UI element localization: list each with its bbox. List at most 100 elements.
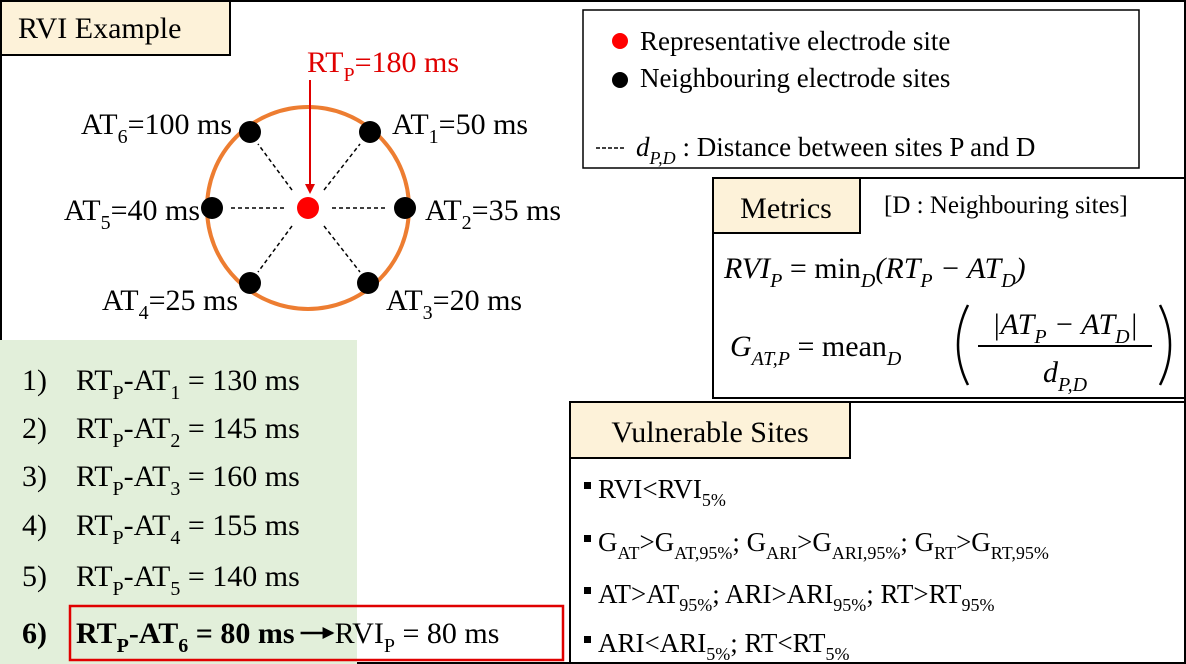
subscript: D xyxy=(860,270,876,292)
legend-label: Representative electrode site xyxy=(640,26,950,56)
subscript: 2 xyxy=(170,430,180,452)
site-label: AT2=35 ms xyxy=(425,194,561,234)
result-box xyxy=(68,604,565,662)
title-box xyxy=(0,0,231,56)
site-label: AT1=50 ms xyxy=(392,108,528,148)
text-run: RVI<RVI xyxy=(598,474,702,504)
subscript: 6 xyxy=(178,635,188,657)
bullet xyxy=(584,535,591,542)
text-run: =25 ms xyxy=(149,284,238,317)
legend-red-dot xyxy=(612,33,628,49)
step-formula: RTP-AT5 = 140 ms xyxy=(76,560,300,600)
site-dot xyxy=(394,197,416,219)
text-run: RT xyxy=(76,509,113,542)
subscript: 95% xyxy=(833,595,866,615)
text-run: -AT xyxy=(129,617,178,650)
subscript: 4 xyxy=(170,527,180,549)
formula: RVIP = minD(RTP − ATD) xyxy=(723,252,1026,292)
text-run: RT xyxy=(76,364,113,397)
subscript: P xyxy=(113,382,124,404)
bullet xyxy=(584,482,591,489)
subscript: P xyxy=(919,270,932,292)
text-run: =40 ms xyxy=(111,194,200,227)
text-run: >G xyxy=(640,527,675,557)
subscript: 6 xyxy=(118,126,128,148)
text-run: = 145 ms xyxy=(180,412,299,445)
text-run: = 80 ms xyxy=(188,617,294,650)
subscript: 5 xyxy=(101,212,111,234)
step-formula: RTP-AT1 = 130 ms xyxy=(76,364,300,404)
subscript: P xyxy=(343,64,354,86)
subscript: D xyxy=(1000,270,1016,292)
step-number: 2) xyxy=(22,412,47,445)
text-run: Representative electrode site xyxy=(640,26,950,56)
text-run: -AT xyxy=(124,364,171,397)
distance-lines xyxy=(230,143,388,273)
text-run: = mean xyxy=(790,330,887,363)
subscript: 95% xyxy=(961,595,994,615)
vulnerable-title-box xyxy=(569,401,851,459)
subscript: P xyxy=(769,270,782,292)
text-run: ; G xyxy=(900,527,934,557)
legend-box xyxy=(582,9,1140,169)
text-run: : Distance between sites P and D xyxy=(676,132,1036,162)
text-run: ; RT>RT xyxy=(866,579,962,609)
text-run: -AT xyxy=(124,460,171,493)
text-run: RT xyxy=(76,460,113,493)
text-run: RT xyxy=(307,46,344,79)
site-dot xyxy=(359,121,381,143)
text-run: =35 ms xyxy=(472,194,561,227)
text-run: G xyxy=(598,527,618,557)
site-dot xyxy=(239,121,261,143)
subscript: ARI,95% xyxy=(832,543,901,563)
subscript: P xyxy=(117,635,129,657)
fraction-denominator: dP,D xyxy=(1043,356,1088,396)
subscript: P xyxy=(1033,326,1046,348)
text-run: -AT xyxy=(124,560,171,593)
text-run: = 130 ms xyxy=(180,364,299,397)
text-run: ) xyxy=(1014,252,1026,285)
text-run: d xyxy=(1043,356,1059,389)
site-dot xyxy=(357,272,379,294)
paren xyxy=(1158,304,1172,386)
text-run: =180 ms xyxy=(355,46,459,79)
site-label: AT4=25 ms xyxy=(102,284,238,324)
metrics-note: [D : Neighbouring sites] xyxy=(884,192,1128,219)
subscript: RT xyxy=(934,543,956,563)
text-run: − AT xyxy=(933,252,1004,285)
vulnerable-item: AT>AT95%; ARI>ARI95%; RT>RT95% xyxy=(598,579,994,615)
subscript: RT,95% xyxy=(991,543,1049,563)
site-dot xyxy=(239,272,261,294)
text-run: AT>AT xyxy=(598,579,680,609)
subscript: 95% xyxy=(679,595,712,615)
text-run: ARI<ARI xyxy=(598,628,706,658)
subscript: P xyxy=(113,478,124,500)
representative-dot xyxy=(297,197,319,219)
subscript: P,D xyxy=(1057,374,1088,396)
step-formula: RTP-AT6 = 80 ms xyxy=(76,617,295,657)
distance-line xyxy=(323,143,361,191)
fraction-numerator: |ATP − ATD| xyxy=(992,308,1138,348)
legend-label: Neighbouring electrode sites xyxy=(640,63,950,93)
text-run: − AT xyxy=(1047,308,1118,341)
title: RVI Example xyxy=(18,12,181,45)
text-run: = 140 ms xyxy=(180,560,299,593)
text-run: AT xyxy=(102,284,139,317)
metrics-title: Metrics xyxy=(740,192,832,225)
subscript: 1 xyxy=(170,382,180,404)
text-run: RT xyxy=(76,617,117,650)
step-formula: RTP-AT2 = 145 ms xyxy=(76,412,300,452)
subscript: 5% xyxy=(706,644,730,664)
neighbour-dots xyxy=(201,121,416,294)
subscript: 3 xyxy=(170,478,180,500)
distance-line xyxy=(257,225,293,273)
subscript: 2 xyxy=(462,212,472,234)
bullet xyxy=(584,587,591,594)
vulnerable-item: ARI<ARI5%; RT<RT5% xyxy=(598,628,849,664)
text-run: RT xyxy=(76,560,113,593)
subscript: 5% xyxy=(825,644,849,664)
metrics-title-box xyxy=(712,177,861,234)
text-run: ; G xyxy=(732,527,766,557)
